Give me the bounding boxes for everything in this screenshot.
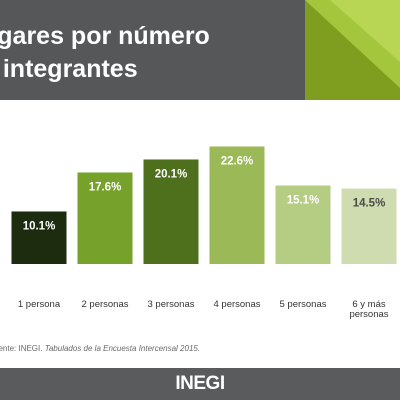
bar-1 <box>11 211 67 264</box>
category-label-1: 1 persona <box>18 299 61 310</box>
category-label-6-line-2: personas <box>349 309 388 320</box>
source-citation: Tabulados de la Encuesta Intercensal 201… <box>44 344 201 353</box>
category-label-5: 5 personas <box>279 299 326 310</box>
bar-4 <box>209 146 265 264</box>
category-label-4: 4 personas <box>213 299 260 310</box>
source-note: uente: INEGI. Tabulados de la Encuesta I… <box>0 344 200 353</box>
bar-chart: 10.1% 1 persona 17.6% 2 personas 20.1% 3 pers… <box>11 146 397 320</box>
bar-value-label-5: 15.1% <box>287 194 320 206</box>
corner-decoration <box>305 0 400 100</box>
category-label-3: 3 personas <box>147 299 194 310</box>
bar-value-label-2: 17.6% <box>89 181 122 193</box>
inegi-logo: INEGI <box>175 373 225 394</box>
category-label-6-line-1: 6 y más <box>352 299 386 310</box>
bar-2 <box>77 172 133 264</box>
chart-title-line-1: ogares por número <box>0 22 210 50</box>
bar-value-label-3: 20.1% <box>155 168 188 180</box>
category-label-2: 2 personas <box>81 299 128 310</box>
bar-value-label-1: 10.1% <box>23 220 56 232</box>
bar-value-label-6: 14.5% <box>353 198 386 210</box>
header-banner: ogares por número e integrantes <box>0 0 400 100</box>
bar-5 <box>275 185 331 264</box>
chart-title-line-2: e integrantes <box>0 55 138 83</box>
footer-bar: INEGI <box>0 368 400 400</box>
bar-value-label-4: 22.6% <box>221 155 254 167</box>
bar-3 <box>143 159 199 264</box>
bar-6 <box>341 188 397 264</box>
source-prefix: uente: INEGI. <box>0 344 43 353</box>
chart-title: ogares por número e integrantes <box>0 20 210 86</box>
